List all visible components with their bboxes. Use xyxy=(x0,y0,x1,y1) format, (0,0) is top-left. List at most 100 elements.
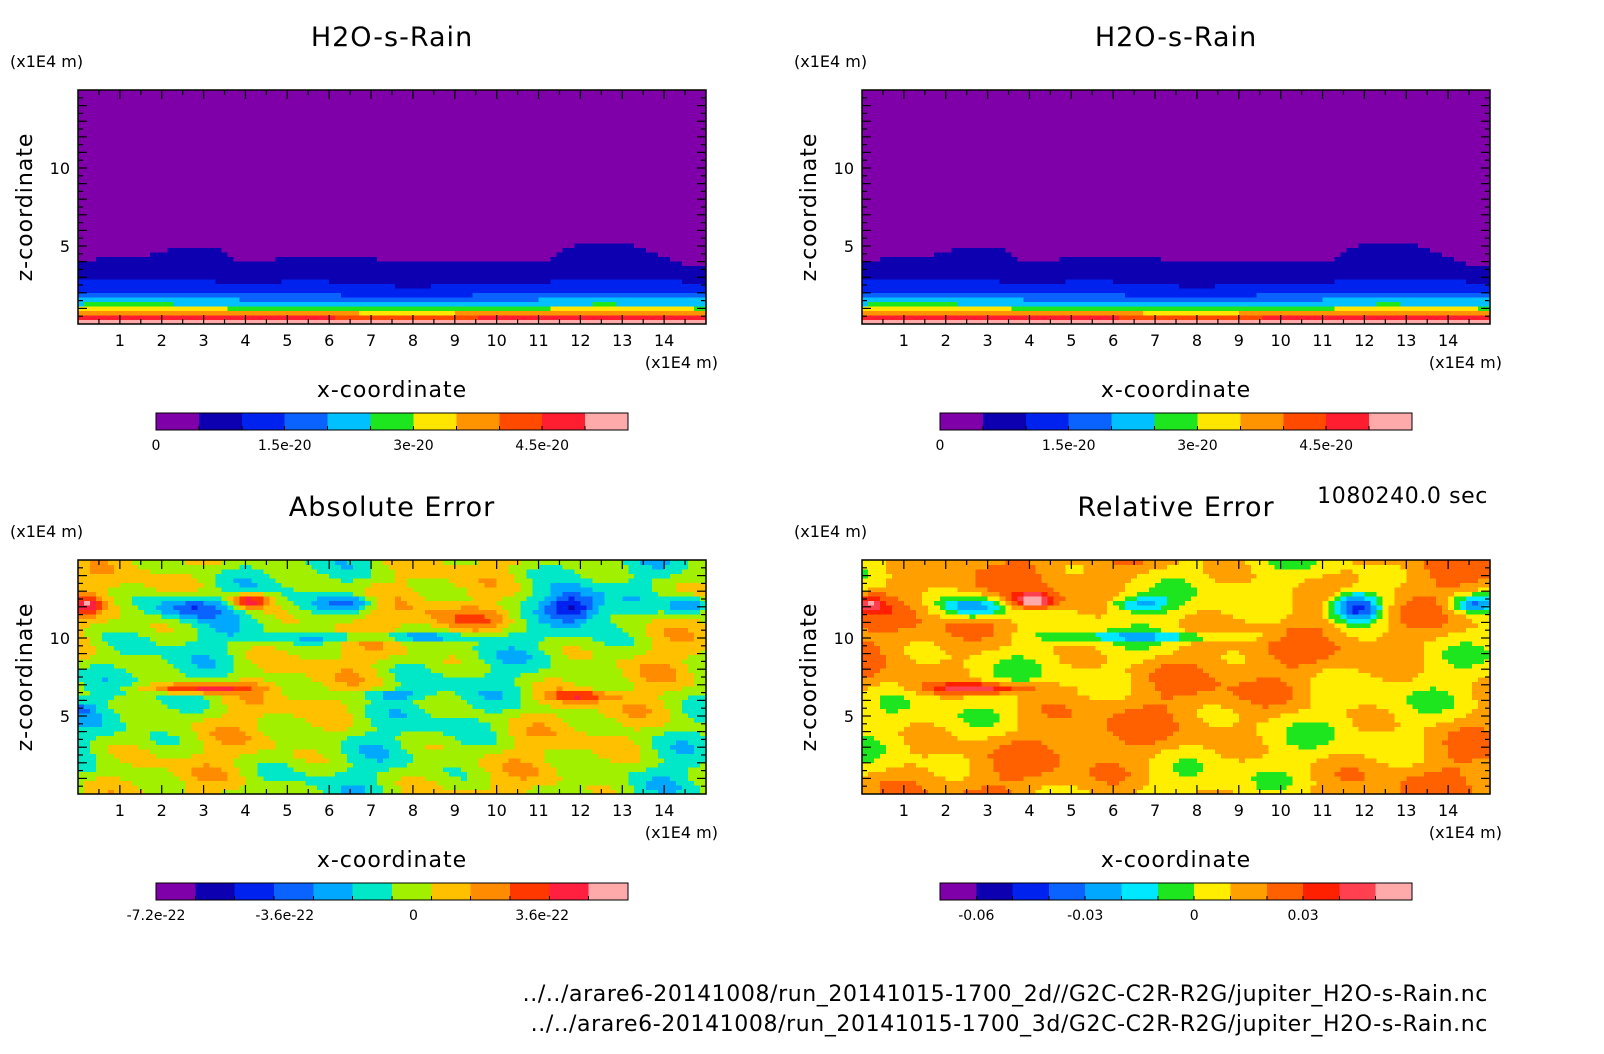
heatmap-cell xyxy=(347,185,354,190)
heatmap-cell xyxy=(586,185,593,190)
heatmap-cell xyxy=(580,189,587,194)
heatmap-cell xyxy=(120,140,127,145)
heatmap-cell xyxy=(108,180,115,185)
heatmap-cell xyxy=(138,162,145,167)
heatmap-cell xyxy=(598,198,605,203)
heatmap-cell xyxy=(168,158,175,163)
heatmap-cell xyxy=(156,108,163,113)
heatmap-cell xyxy=(234,252,241,257)
heatmap-cell xyxy=(269,104,276,109)
heatmap-cell xyxy=(574,189,581,194)
heatmap-cell xyxy=(234,266,241,271)
heatmap-cell xyxy=(574,293,581,298)
heatmap-cell xyxy=(491,149,498,154)
heatmap-cell xyxy=(317,131,324,136)
heatmap-cell xyxy=(634,198,641,203)
heatmap-cell xyxy=(485,122,492,127)
heatmap-cell xyxy=(616,135,623,140)
heatmap-cell xyxy=(371,207,378,212)
heatmap-cell xyxy=(126,315,133,320)
heatmap-cell xyxy=(634,216,641,221)
heatmap-cell xyxy=(515,113,522,118)
heatmap-cell xyxy=(556,198,563,203)
heatmap-cell xyxy=(622,279,629,284)
heatmap-cell xyxy=(479,270,486,275)
heatmap-cell xyxy=(419,212,426,217)
heatmap-cell xyxy=(281,176,288,181)
heatmap-cell xyxy=(174,288,181,293)
heatmap-cell xyxy=(586,306,593,311)
heatmap-cell xyxy=(509,284,516,289)
heatmap-cell xyxy=(263,99,270,104)
heatmap-cell xyxy=(162,297,169,302)
heatmap-cell xyxy=(114,234,121,239)
heatmap-cell xyxy=(568,203,575,208)
heatmap-cell xyxy=(138,140,145,145)
heatmap-cell xyxy=(84,162,91,167)
heatmap-cell xyxy=(616,162,623,167)
heatmap-cell xyxy=(640,126,647,131)
heatmap-cell xyxy=(610,207,617,212)
heatmap-cell xyxy=(521,167,528,172)
heatmap-cell xyxy=(443,279,450,284)
heatmap-cell xyxy=(108,158,115,163)
heatmap-cell xyxy=(580,113,587,118)
heatmap-cell xyxy=(419,248,426,253)
heatmap-cell xyxy=(168,293,175,298)
heatmap-cell xyxy=(245,302,252,307)
heatmap-cell xyxy=(503,171,510,176)
heatmap-cell xyxy=(234,122,241,127)
heatmap-cell xyxy=(574,108,581,113)
heatmap-cell xyxy=(413,104,420,109)
heatmap-cell xyxy=(359,104,366,109)
heatmap-cell xyxy=(257,261,264,266)
heatmap-cell xyxy=(245,90,252,95)
heatmap-cell xyxy=(239,117,246,122)
heatmap-cell xyxy=(162,90,169,95)
heatmap-cell xyxy=(341,284,348,289)
heatmap-cell xyxy=(168,203,175,208)
heatmap-cell xyxy=(461,203,468,208)
heatmap-cell xyxy=(144,90,151,95)
heatmap-cell xyxy=(604,153,611,158)
heatmap-cell xyxy=(539,113,546,118)
heatmap-cell xyxy=(275,104,282,109)
heatmap-cell xyxy=(592,248,599,253)
heatmap-cell xyxy=(604,95,611,100)
heatmap-cell xyxy=(90,95,97,100)
heatmap-cell xyxy=(305,239,312,244)
heatmap-cell xyxy=(162,180,169,185)
heatmap-cell xyxy=(198,117,205,122)
heatmap-cell xyxy=(180,261,187,266)
heatmap-cell xyxy=(263,180,270,185)
heatmap-cell xyxy=(371,113,378,118)
heatmap-cell xyxy=(533,144,540,149)
heatmap-cell xyxy=(359,248,366,253)
heatmap-cell xyxy=(132,122,139,127)
heatmap-cell xyxy=(479,234,486,239)
heatmap-cell xyxy=(586,113,593,118)
heatmap-cell xyxy=(96,302,103,307)
heatmap-cell xyxy=(132,162,139,167)
heatmap-cell xyxy=(407,234,414,239)
heatmap-cell xyxy=(329,279,336,284)
heatmap-cell xyxy=(293,126,300,131)
heatmap-cell xyxy=(168,257,175,262)
heatmap-cell xyxy=(251,266,258,271)
heatmap-cell xyxy=(413,185,420,190)
heatmap-cell xyxy=(204,158,211,163)
heatmap-cell xyxy=(329,95,336,100)
heatmap-cell xyxy=(443,288,450,293)
heatmap-cell xyxy=(335,216,342,221)
heatmap-cell xyxy=(467,185,474,190)
heatmap-cell xyxy=(263,306,270,311)
heatmap-cell xyxy=(383,239,390,244)
heatmap-cell xyxy=(401,212,408,217)
heatmap-cell xyxy=(628,158,635,163)
heatmap-cell xyxy=(305,257,312,262)
heatmap-cell xyxy=(120,162,127,167)
heatmap-cell xyxy=(305,153,312,158)
heatmap-cell xyxy=(251,126,258,131)
heatmap-cell xyxy=(317,311,324,316)
heatmap-cell xyxy=(634,113,641,118)
